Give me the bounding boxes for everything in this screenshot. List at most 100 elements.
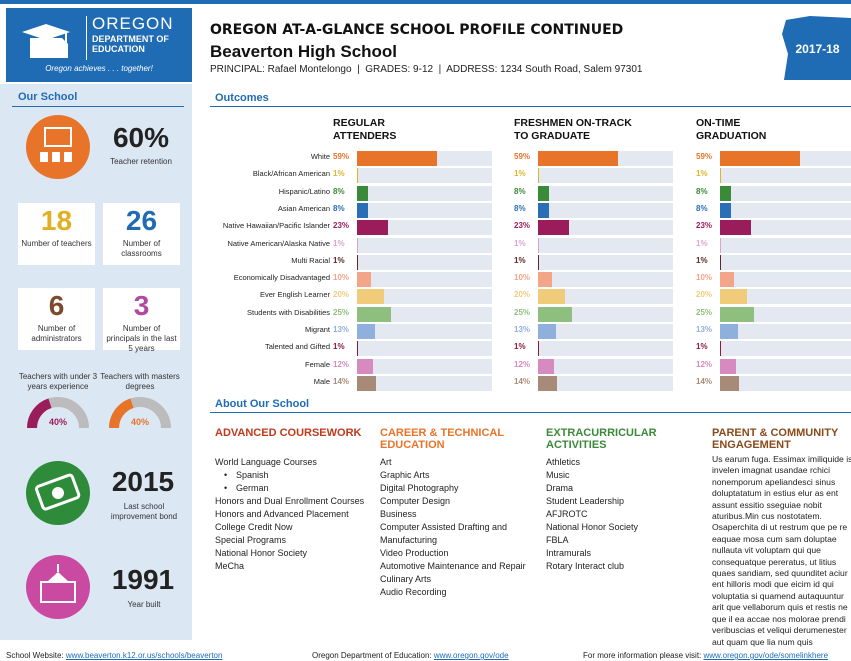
bar <box>720 254 722 270</box>
outcomes-title: Outcomes <box>215 92 269 104</box>
bar-track <box>720 254 851 270</box>
bar <box>357 254 359 270</box>
list-item: National Honor Society <box>215 548 308 558</box>
year-badge <box>782 16 851 80</box>
sub-item: Spanish <box>236 470 269 480</box>
bar-track <box>720 375 851 391</box>
school-name: Beaverton High School <box>210 42 398 61</box>
bar <box>720 185 731 201</box>
value-label: 12% <box>514 359 531 369</box>
bar-track <box>720 289 851 305</box>
bar-track <box>720 358 851 374</box>
bar <box>357 237 359 253</box>
bar-track <box>720 168 851 184</box>
bar-track <box>357 185 492 201</box>
sidebar-rule <box>12 106 184 107</box>
list-item: Special Programs <box>215 535 287 545</box>
list-item: Music <box>546 470 570 480</box>
footer-item: Oregon Department of Education: www.oreg… <box>312 651 509 660</box>
value-label: 8% <box>333 203 345 213</box>
list-item: Culinary Arts <box>380 574 432 584</box>
bar <box>357 306 391 322</box>
footer-item: School Website: www.beaverton.k12.or.us/… <box>6 651 222 660</box>
value-label: 1% <box>333 238 345 248</box>
footer-label: Oregon Department of Education: <box>312 651 432 660</box>
footer: School Website: www.beaverton.k12.or.us/… <box>0 640 851 661</box>
value-label: 10% <box>696 273 713 283</box>
bar <box>720 220 752 236</box>
group-label: Students with Disabilities <box>247 307 330 317</box>
group-label: Asian American <box>277 203 330 213</box>
bar <box>720 289 747 305</box>
list-item: Graphic Arts <box>380 470 430 480</box>
bar-track <box>357 237 492 253</box>
value-label: 8% <box>514 203 526 213</box>
value-label: 8% <box>514 186 526 196</box>
bar <box>357 220 389 236</box>
built-label: Year built <box>127 600 161 609</box>
value-label: 20% <box>333 290 350 300</box>
stat-box: 6 Number of administrators <box>18 288 95 350</box>
bar-track <box>357 375 492 391</box>
logo-box: OREGON DEPARTMENT OF EDUCATION Oregon ac… <box>6 8 192 82</box>
value-label: 1% <box>333 342 345 352</box>
list-item: Automotive Maintenance and Repair <box>380 561 526 571</box>
gauge-label: Teachers with under 3 years experience <box>18 372 98 391</box>
bar-track <box>538 168 673 184</box>
about-rule <box>210 412 851 413</box>
value-label: 1% <box>333 255 345 265</box>
bar-track <box>720 272 851 288</box>
list-item: Honors and Advanced Placement <box>215 509 349 519</box>
icon-desk <box>52 152 60 162</box>
value-label: 1% <box>333 169 345 179</box>
stat-label: Number of teachers <box>21 239 92 248</box>
list-item: Art <box>380 457 392 467</box>
bar-track <box>538 358 673 374</box>
bar <box>357 272 371 288</box>
bar <box>538 289 565 305</box>
sub-item: German <box>236 483 269 493</box>
value-label: 8% <box>696 203 708 213</box>
group-label: Native Hawaiian/Pacific Islander <box>222 221 330 231</box>
panel-title: ATTENDERS <box>333 130 397 142</box>
stat-box: 26 Number of classrooms <box>103 203 180 265</box>
group-label: Male <box>313 376 330 386</box>
value-label: 10% <box>333 273 350 283</box>
bar <box>538 151 618 166</box>
value-label: 1% <box>696 169 708 179</box>
bar-track <box>357 168 492 184</box>
list-item: College Credit Now <box>215 522 293 532</box>
retention-label: Teacher retention <box>110 157 172 166</box>
year: 2017-18 <box>795 42 840 56</box>
bar <box>720 272 734 288</box>
value-label: 23% <box>696 221 713 231</box>
gauge-arc <box>109 398 134 429</box>
value-label: 13% <box>333 325 350 334</box>
bar-track <box>720 324 851 339</box>
column-heading: PARENT & COMMUNITY ENGAGEMENT <box>712 427 839 451</box>
bar <box>357 324 375 339</box>
footer-link[interactable]: www.beaverton.k12.or.us/schools/beaverto… <box>65 651 223 660</box>
value-label: 59% <box>514 152 531 161</box>
footer-link[interactable]: www.oregon.gov/ode/somelinkhere <box>703 651 829 660</box>
bar <box>720 202 731 218</box>
sidebar-bg <box>0 84 192 640</box>
group-label: Multi Racial <box>291 255 330 265</box>
footer-link[interactable]: www.oregon.gov/ode <box>433 651 509 660</box>
bar-track <box>538 220 673 236</box>
bar <box>357 289 384 305</box>
footer-label: School Website: <box>6 651 64 660</box>
bar <box>538 168 540 184</box>
stat-box: 3 Number of principals in the last 5 year… <box>103 288 180 353</box>
value-label: 14% <box>696 376 713 386</box>
bar <box>357 168 359 184</box>
value-label: 13% <box>696 325 713 334</box>
column-heading: EXTRACURRICULAR ACTIVITIES <box>546 427 657 451</box>
bond-icon <box>26 461 90 525</box>
value-label: 8% <box>696 186 708 196</box>
bar <box>357 151 437 166</box>
school-info: PRINCIPAL: Rafael Montelongo | GRADES: 9… <box>210 64 643 75</box>
value-label: 1% <box>696 342 708 352</box>
value-label: 25% <box>514 307 531 317</box>
bar <box>538 375 557 391</box>
